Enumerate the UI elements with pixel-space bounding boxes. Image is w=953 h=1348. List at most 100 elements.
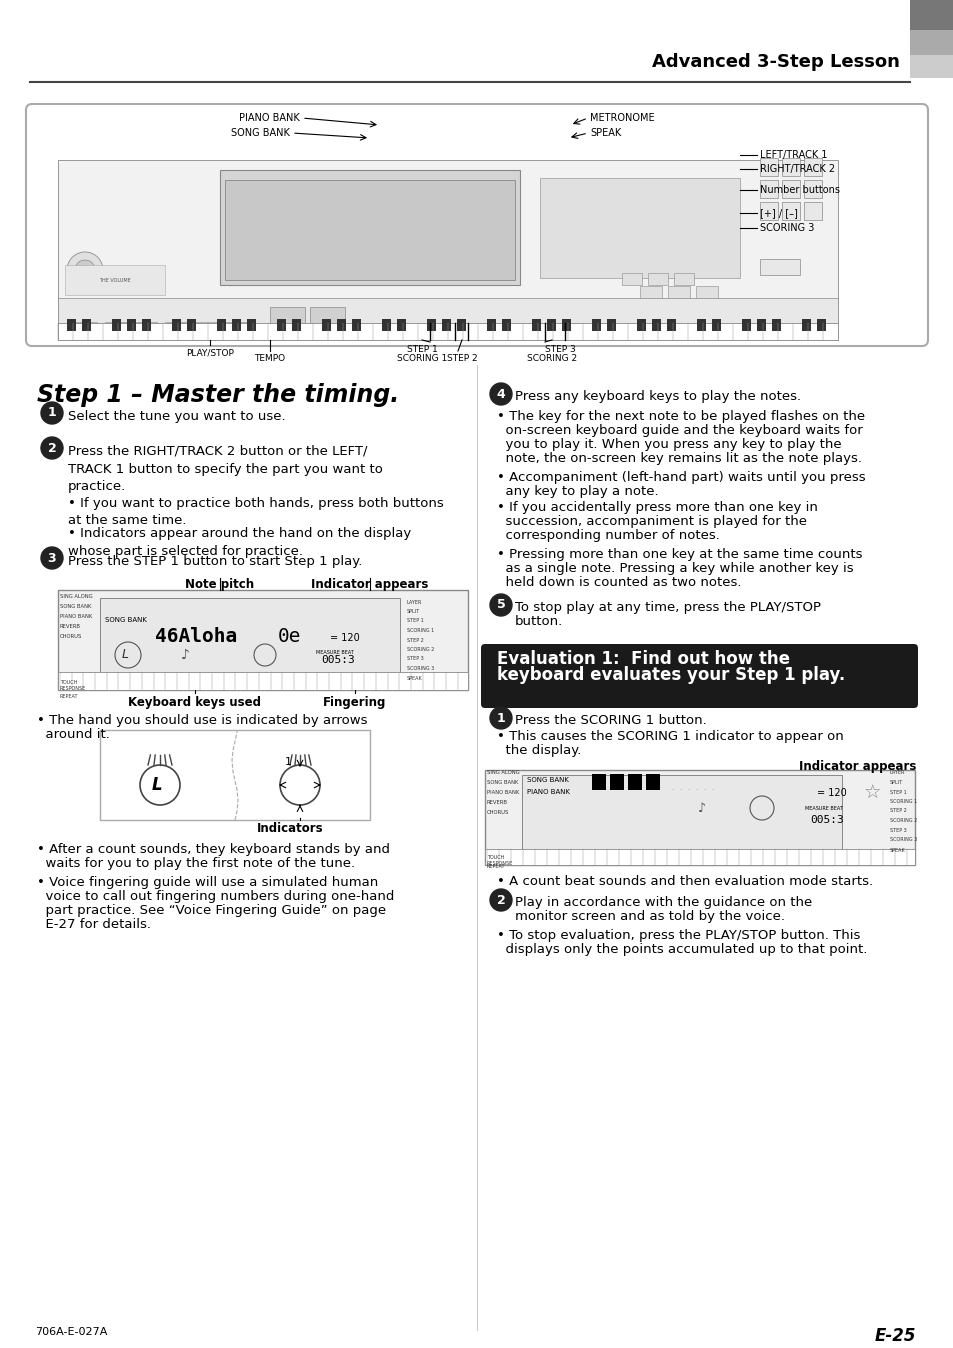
Text: .: . (702, 783, 704, 793)
Text: Select the tune you want to use.: Select the tune you want to use. (68, 410, 285, 423)
Bar (172, 319, 181, 332)
Bar (667, 286, 689, 301)
Bar (673, 274, 693, 284)
Bar (803, 181, 821, 198)
Bar (666, 319, 676, 332)
Bar (322, 319, 331, 332)
Text: voice to call out fingering numbers during one-hand: voice to call out fingering numbers duri… (37, 890, 394, 903)
Text: 1: 1 (48, 407, 56, 419)
Text: button.: button. (515, 615, 562, 628)
Text: L: L (121, 648, 129, 662)
Text: corresponding number of notes.: corresponding number of notes. (497, 528, 720, 542)
Text: 2: 2 (48, 442, 56, 454)
Text: LAYER: LAYER (407, 600, 422, 604)
Text: waits for you to play the first note of the tune.: waits for you to play the first note of … (37, 857, 355, 869)
Bar (909, 55, 953, 78)
Text: .: . (694, 783, 697, 793)
Bar (803, 158, 821, 177)
Text: as a single note. Pressing a key while another key is: as a single note. Pressing a key while a… (497, 562, 853, 576)
Text: • Accompaniment (left-hand part) waits until you press: • Accompaniment (left-hand part) waits u… (497, 470, 864, 484)
Text: • The key for the next note to be played flashes on the: • The key for the next note to be played… (497, 410, 864, 423)
Text: REVERB: REVERB (60, 624, 81, 630)
Text: E-25: E-25 (874, 1326, 915, 1345)
Text: • Voice fingering guide will use a simulated human: • Voice fingering guide will use a simul… (37, 876, 377, 888)
Bar (225, 322, 247, 336)
Bar (760, 181, 778, 198)
FancyBboxPatch shape (26, 104, 927, 346)
Text: PIANO BANK: PIANO BANK (239, 113, 299, 123)
Text: STEP 2: STEP 2 (889, 809, 905, 813)
Text: Press any keyboard keys to play the notes.: Press any keyboard keys to play the note… (515, 390, 801, 403)
Text: • If you want to practice both hands, press both buttons
at the same time.: • If you want to practice both hands, pr… (68, 497, 443, 527)
Text: THE VOLUME: THE VOLUME (99, 278, 131, 283)
Bar (270, 307, 305, 328)
Bar (112, 319, 121, 332)
Text: • If you accidentally press more than one key in: • If you accidentally press more than on… (497, 501, 817, 514)
Text: SCORING 1: SCORING 1 (889, 799, 916, 803)
Text: the display.: the display. (497, 744, 580, 758)
Text: SONG BANK: SONG BANK (231, 128, 290, 137)
Bar (58, 673, 468, 690)
Circle shape (75, 260, 95, 280)
Bar (651, 319, 660, 332)
Text: SONG BANK: SONG BANK (526, 776, 568, 783)
Circle shape (41, 402, 63, 425)
Text: TOUCH
RESPONSE: TOUCH RESPONSE (486, 855, 513, 865)
Text: displays only the points accumulated up to that point.: displays only the points accumulated up … (497, 944, 866, 956)
Text: 005:3: 005:3 (320, 655, 355, 665)
Text: RIGHT/TRACK 2: RIGHT/TRACK 2 (760, 164, 834, 174)
Text: STEP 1: STEP 1 (889, 790, 905, 794)
Bar (647, 274, 667, 284)
Circle shape (490, 594, 512, 616)
Text: SING ALONG: SING ALONG (486, 771, 519, 775)
Bar (216, 319, 226, 332)
Text: 0e: 0e (277, 627, 301, 646)
Text: [+] / [–]: [+] / [–] (760, 208, 797, 218)
Bar (781, 158, 800, 177)
Text: • Pressing more than one key at the same time counts: • Pressing more than one key at the same… (497, 549, 862, 561)
Text: PIANO BANK: PIANO BANK (60, 615, 92, 620)
Text: Play in accordance with the guidance on the: Play in accordance with the guidance on … (515, 896, 811, 909)
Bar (760, 202, 778, 220)
Text: .: . (710, 783, 713, 793)
Bar (75, 322, 97, 336)
Bar (484, 849, 914, 865)
Bar (816, 319, 825, 332)
Text: part practice. See “Voice Fingering Guide” on page: part practice. See “Voice Fingering Guid… (37, 905, 386, 917)
Bar (741, 319, 750, 332)
Bar (561, 319, 571, 332)
Bar (781, 202, 800, 220)
Text: 1: 1 (284, 758, 292, 767)
Circle shape (490, 888, 512, 911)
Bar (441, 319, 451, 332)
Text: • This causes the SCORING 1 indicator to appear on: • This causes the SCORING 1 indicator to… (497, 731, 842, 743)
Bar (711, 319, 720, 332)
Bar (142, 319, 151, 332)
Text: STEP 2: STEP 2 (446, 355, 476, 363)
Text: STEP 1: STEP 1 (406, 345, 436, 355)
Text: Indicators: Indicators (256, 822, 323, 834)
Text: ♪: ♪ (180, 648, 190, 662)
Text: any key to play a note.: any key to play a note. (497, 485, 658, 497)
Text: 1: 1 (497, 712, 505, 724)
Text: TOUCH
RESPONSE: TOUCH RESPONSE (60, 679, 86, 690)
Text: .: . (678, 783, 680, 793)
Text: MEASURE BEAT: MEASURE BEAT (315, 650, 354, 655)
Text: SCORING 2: SCORING 2 (407, 647, 434, 652)
Text: ♪: ♪ (698, 802, 705, 814)
Text: PIANO BANK: PIANO BANK (526, 789, 569, 795)
Bar (352, 319, 360, 332)
Bar (381, 319, 391, 332)
Bar (486, 319, 496, 332)
Text: L: L (152, 776, 162, 794)
Bar (100, 731, 370, 820)
Text: SONG BANK: SONG BANK (486, 780, 517, 786)
Bar (194, 322, 216, 336)
Bar (637, 319, 645, 332)
Bar (135, 322, 157, 336)
Text: SONG BANK: SONG BANK (60, 604, 91, 609)
Bar (627, 774, 641, 790)
Text: SPLIT: SPLIT (407, 609, 420, 613)
Text: you to play it. When you press any key to play the: you to play it. When you press any key t… (497, 438, 841, 452)
Bar (396, 319, 406, 332)
